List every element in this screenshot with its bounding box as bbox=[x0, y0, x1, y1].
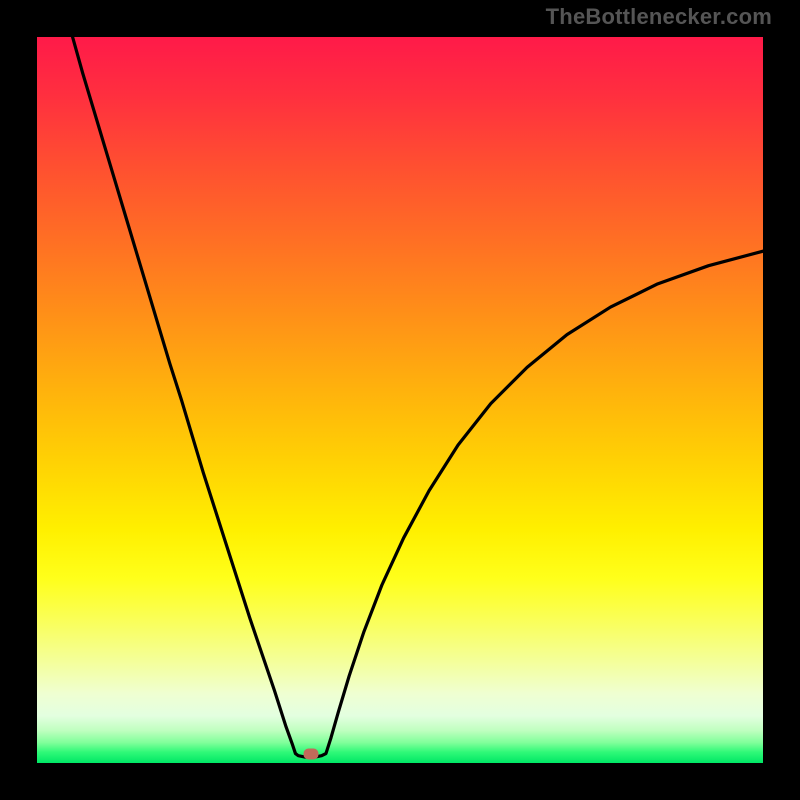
watermark-text: TheBottlenecker.com bbox=[546, 4, 772, 30]
chart-container: TheBottlenecker.com bbox=[0, 0, 800, 800]
plot-area bbox=[37, 37, 763, 763]
curve-svg bbox=[37, 37, 763, 763]
bottleneck-curve bbox=[73, 37, 763, 757]
optimal-point-marker bbox=[304, 749, 319, 760]
